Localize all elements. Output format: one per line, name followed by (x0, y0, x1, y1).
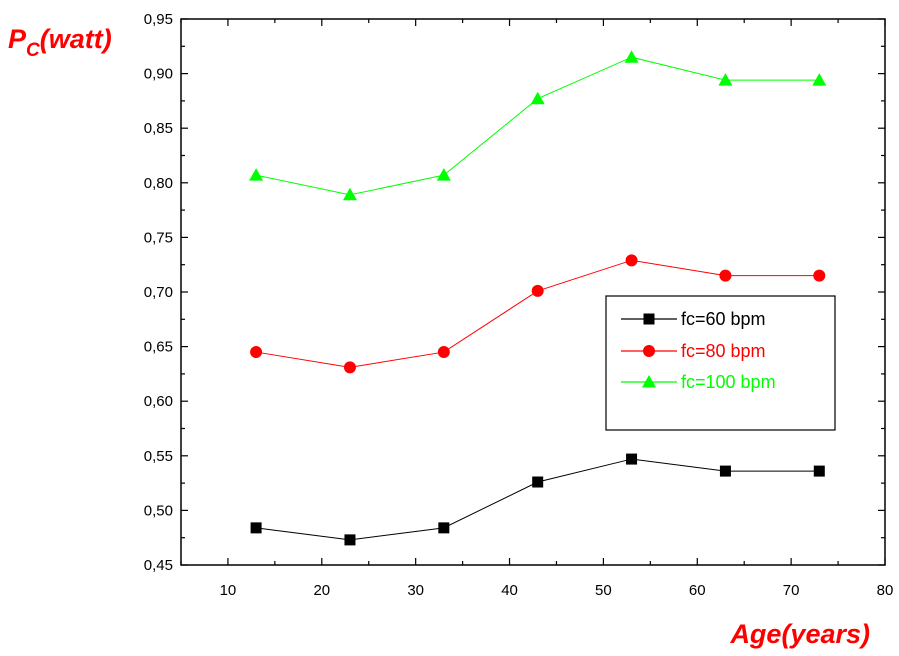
x-tick-label: 10 (220, 582, 237, 599)
legend-label: fc=100 bpm (681, 372, 776, 392)
series-layer (249, 50, 827, 546)
series-line (256, 458, 820, 541)
y-axis-title-rest: (watt) (40, 24, 112, 54)
y-axis-title-subscript: C (26, 40, 40, 61)
x-tick-label: 60 (689, 582, 706, 599)
y-tick-label: 0,95 (144, 11, 173, 28)
data-point (438, 522, 450, 534)
data-point (719, 465, 731, 477)
legend-marker (642, 375, 656, 388)
legend-label: fc=80 bpm (681, 341, 766, 361)
y-tick-label: 0,55 (144, 448, 173, 465)
data-point (436, 168, 451, 181)
y-tick-label: 0,90 (144, 66, 173, 83)
legend-item: fc=100 bpm (621, 372, 776, 392)
data-point (532, 476, 544, 488)
x-axis-title: Age(years) (729, 619, 870, 649)
x-tick-label: 80 (877, 582, 894, 599)
data-point (813, 269, 826, 282)
y-tick-label: 0,65 (144, 339, 173, 356)
data-point (531, 284, 544, 297)
data-point (719, 269, 732, 282)
data-point (344, 534, 356, 546)
legend-marker (643, 345, 655, 357)
x-tick-label: 50 (595, 582, 612, 599)
legend-marker (643, 313, 655, 325)
y-tick-label: 0,50 (144, 502, 173, 519)
series-1 (250, 453, 825, 546)
data-point (343, 361, 356, 374)
series-line (255, 56, 820, 196)
data-point (812, 73, 827, 86)
legend-items: fc=60 bpm fc=80 bpm fc=100 bpm (621, 309, 776, 392)
x-tick-label: 40 (501, 582, 518, 599)
data-point (437, 346, 450, 359)
y-tick-label: 0,70 (144, 284, 173, 301)
y-tick-label: 0,75 (144, 229, 173, 246)
x-tick-label: 70 (783, 582, 800, 599)
data-point (626, 453, 638, 465)
legend-label: fc=60 bpm (681, 309, 766, 329)
data-point (625, 254, 638, 267)
data-point (250, 346, 263, 359)
data-point (718, 73, 733, 86)
y-axis: 0,45 0,50 0,55 0,60 0,65 0,70 0,75 0,80 0,85 0,90… (144, 11, 885, 574)
x-tick-label: 30 (407, 582, 424, 599)
y-tick-label: 0,80 (144, 175, 173, 192)
data-point (530, 91, 545, 105)
series-2 (250, 254, 826, 374)
y-tick-label: 0,85 (144, 120, 173, 137)
x-axis: 10 20 30 40 50 60 70 80 (180, 19, 894, 599)
data-point (342, 187, 357, 201)
data-point (813, 465, 825, 477)
x-tick-label: 20 (313, 582, 330, 599)
series-3 (249, 50, 827, 201)
data-point (250, 522, 262, 534)
y-tick-label: 0,60 (144, 393, 173, 410)
y-tick-label: 0,45 (144, 557, 173, 574)
legend-item: fc=80 bpm (621, 341, 766, 361)
legend: fc=60 bpm fc=80 bpm fc=100 bpm (605, 295, 836, 431)
y-axis-title-main: P (8, 24, 27, 54)
legend-item: fc=60 bpm (621, 309, 766, 329)
data-point (624, 50, 639, 63)
data-point (249, 168, 264, 181)
y-axis-title: PC(watt) (8, 24, 112, 61)
